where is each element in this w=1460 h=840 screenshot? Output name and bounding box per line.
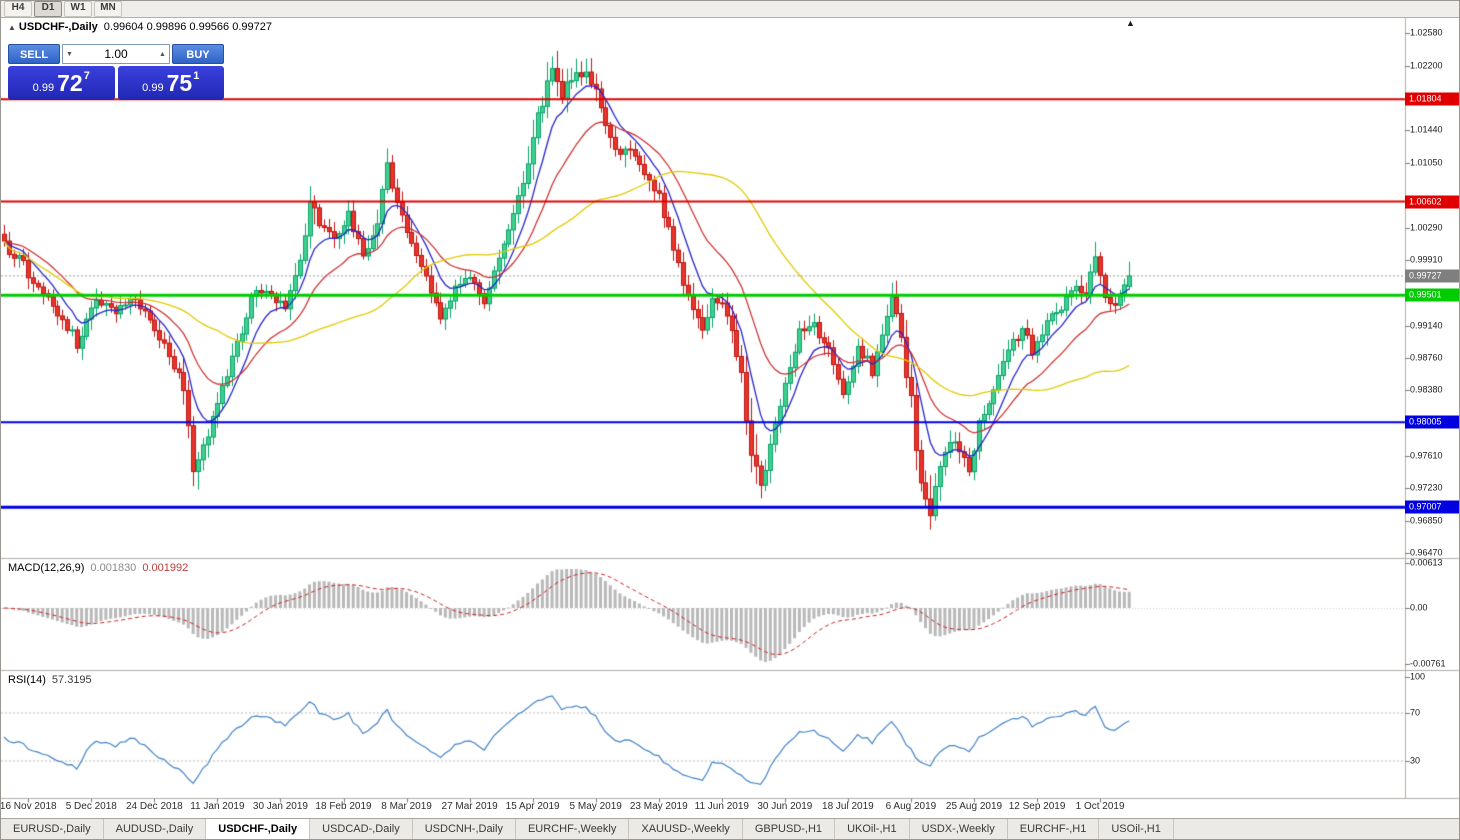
chart-ohlc-values: 0.99604 0.99896 0.99566 0.99727 xyxy=(103,21,272,33)
x-axis-label: 11 Jun 2019 xyxy=(694,801,749,812)
price-level-badge: 1.00602 xyxy=(1405,195,1459,208)
chart-title: ▲ USDCHF-,Daily 0.99604 0.99896 0.99566 0.… xyxy=(8,21,272,33)
x-axis-label: 27 Mar 2019 xyxy=(441,801,498,812)
price-scale-tick: 0.97230 xyxy=(1410,482,1443,493)
chart-tab-ukoil-h1[interactable]: UKOil-,H1 xyxy=(835,819,910,839)
price-scale-tick: 1.01050 xyxy=(1410,157,1443,168)
x-axis-label: 1 Oct 2019 xyxy=(1075,801,1125,812)
chart-symbol-label: USDCHF-,Daily xyxy=(18,21,98,33)
chart-tab-usdcad-daily[interactable]: USDCAD-,Daily xyxy=(310,819,413,839)
x-axis-label: 5 Dec 2018 xyxy=(65,801,117,812)
sell-price-display[interactable]: 0.99 72 7 xyxy=(8,66,115,100)
price-scale-tick: 0.99140 xyxy=(1410,320,1443,331)
x-axis-label: 11 Jan 2019 xyxy=(190,801,245,812)
timeframe-button-mn[interactable]: MN xyxy=(94,1,122,17)
sell-price-prefix: 0.99 xyxy=(32,82,55,94)
sell-price-pip: 7 xyxy=(83,70,90,82)
x-axis-label: 30 Jan 2019 xyxy=(252,801,308,812)
rsi-label: RSI(14) 57.3195 xyxy=(8,674,92,686)
price-level-badge: 1.01804 xyxy=(1405,92,1459,106)
current-price-badge: 0.99727 xyxy=(1405,269,1459,283)
macd-label: MACD(12,26,9) 0.001830 0.001992 xyxy=(8,562,188,574)
chart-tabs-bar: EURUSD-,Daily AUDUSD-,Daily USDCHF-,Daily U… xyxy=(1,818,1459,839)
timeframe-toolbar: H4 D1 W1 MN xyxy=(1,1,1459,18)
collapse-arrow-icon: ▲ xyxy=(8,23,16,32)
price-scale-tick: 0.96850 xyxy=(1410,515,1443,526)
volume-down-icon[interactable]: ▼ xyxy=(66,50,73,58)
buy-price-display[interactable]: 0.99 75 1 xyxy=(117,66,224,100)
x-axis-label: 8 Mar 2019 xyxy=(381,801,432,812)
macd-scale-label: 0.00 xyxy=(1410,602,1428,613)
x-axis-label: 24 Dec 2018 xyxy=(125,801,183,812)
chart-tab-usdcnh-daily[interactable]: USDCNH-,Daily xyxy=(413,819,516,839)
x-axis-label: 23 May 2019 xyxy=(629,801,688,812)
chart-tab-usdchf-daily[interactable]: USDCHF-,Daily xyxy=(206,819,311,839)
timeframe-button-h4[interactable]: H4 xyxy=(4,1,32,17)
price-scale-tick: 0.97610 xyxy=(1410,450,1443,461)
buy-price-pip: 1 xyxy=(193,70,200,82)
sell-price-big: 72 xyxy=(57,70,83,96)
buy-price-prefix: 0.99 xyxy=(142,82,164,94)
chart-tab-gbpusd-h1[interactable]: GBPUSD-,H1 xyxy=(743,819,836,839)
chart-tab-eurusd-daily[interactable]: EURUSD-,Daily xyxy=(1,819,104,839)
rsi-scale-label: 70 xyxy=(1410,707,1421,718)
rsi-value: 57.3195 xyxy=(51,674,92,686)
buy-button[interactable]: BUY xyxy=(172,44,224,64)
price-level-badge: 0.99501 xyxy=(1405,288,1459,302)
x-axis-label: 6 Aug 2019 xyxy=(885,801,937,812)
x-axis-label: 15 Apr 2019 xyxy=(505,801,560,812)
volume-input[interactable]: 1.00 xyxy=(104,47,128,61)
chart-shift-marker[interactable]: ▲ xyxy=(1126,18,1135,28)
chart-tab-audusd-daily[interactable]: AUDUSD-,Daily xyxy=(104,819,207,839)
rsi-scale-label: 30 xyxy=(1410,755,1421,766)
one-click-trading-panel: SELL ▼ 1.00 ▲ BUY 0.99 72 7 0.99 75 1 xyxy=(8,44,224,100)
x-axis-label: 18 Feb 2019 xyxy=(315,801,372,812)
timeframe-button-w1[interactable]: W1 xyxy=(64,1,92,17)
price-level-badge: 0.97007 xyxy=(1405,500,1459,514)
price-scale-tick: 0.98760 xyxy=(1410,352,1443,363)
macd-histogram-value: 0.001830 xyxy=(90,562,137,574)
buy-price-big: 75 xyxy=(166,70,193,96)
price-scale-tick: 1.02580 xyxy=(1410,27,1443,38)
x-axis-label: 25 Aug 2019 xyxy=(945,801,1003,812)
macd-scale-label: 0.00613 xyxy=(1410,557,1443,568)
macd-name: MACD(12,26,9) xyxy=(8,562,85,574)
chart-tab-xauusd-weekly[interactable]: XAUUSD-,Weekly xyxy=(629,819,743,839)
x-axis-label: 12 Sep 2019 xyxy=(1008,801,1066,812)
price-scale-tick: 0.99910 xyxy=(1410,254,1443,265)
volume-up-icon[interactable]: ▲ xyxy=(159,50,166,58)
x-axis-label: 18 Jul 2019 xyxy=(822,801,874,812)
x-axis-label: 30 Jun 2019 xyxy=(757,801,813,812)
volume-control[interactable]: ▼ 1.00 ▲ xyxy=(62,44,170,64)
rsi-name: RSI(14) xyxy=(8,674,46,686)
x-axis-label: 16 Nov 2018 xyxy=(0,801,57,812)
price-scale-tick: 1.00290 xyxy=(1410,222,1443,233)
chart-tab-usoil-h1[interactable]: USOil-,H1 xyxy=(1099,819,1174,839)
timeframe-button-d1[interactable]: D1 xyxy=(34,1,62,17)
macd-scale-label: -0.00761 xyxy=(1410,658,1446,669)
price-level-badge: 0.98005 xyxy=(1405,415,1459,429)
price-scale-tick: 0.96470 xyxy=(1410,547,1443,558)
price-scale-tick: 1.02200 xyxy=(1410,60,1443,71)
macd-signal-value: 0.001992 xyxy=(142,562,189,574)
price-scale-tick: 1.01440 xyxy=(1410,124,1443,135)
sell-button[interactable]: SELL xyxy=(8,44,60,64)
chart-tab-eurchf-h1[interactable]: EURCHF-,H1 xyxy=(1008,819,1100,839)
x-axis-label: 5 May 2019 xyxy=(569,801,622,812)
chart-tab-eurchf-weekly[interactable]: EURCHF-,Weekly xyxy=(516,819,630,839)
chart-tab-usdx-weekly[interactable]: USDX-,Weekly xyxy=(910,819,1008,839)
price-scale-tick: 0.98380 xyxy=(1410,384,1443,395)
rsi-scale-label: 100 xyxy=(1410,671,1426,682)
